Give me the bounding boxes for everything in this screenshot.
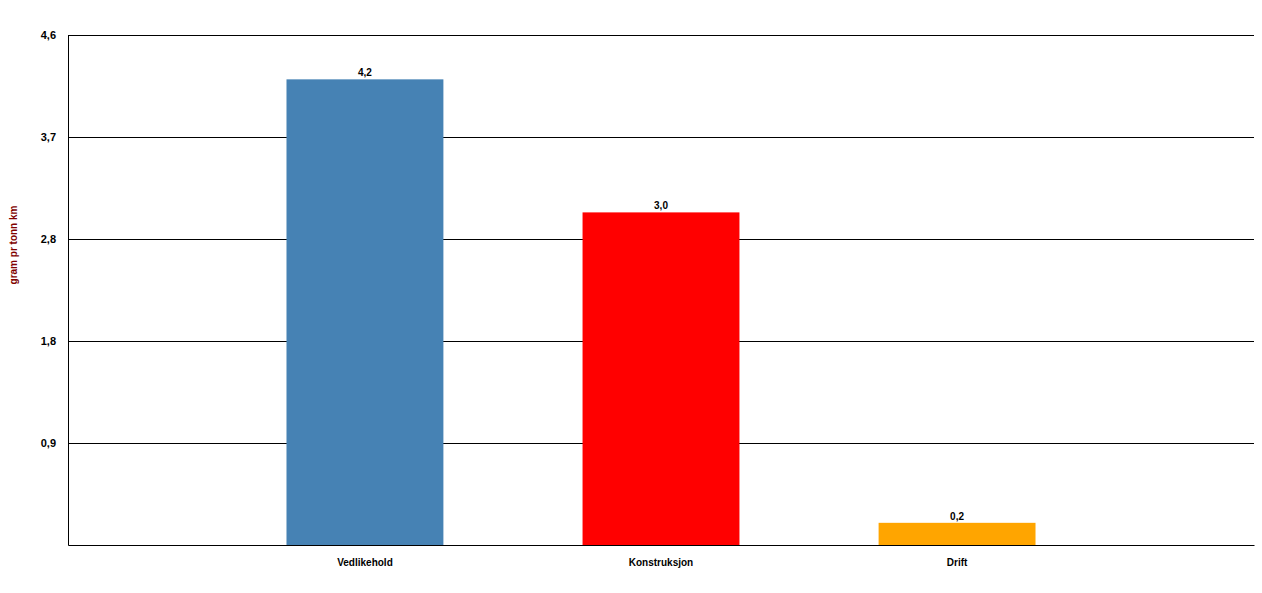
data-label: 3,0 bbox=[654, 200, 668, 211]
y-axis-line bbox=[68, 36, 69, 546]
y-axis: 0,9 1,8 2,8 3,7 4,6 bbox=[41, 29, 1254, 545]
y-tick-label: 4,6 bbox=[41, 29, 56, 41]
data-label: 4,2 bbox=[358, 67, 372, 78]
x-axis: Vedlikehold Konstruksjon Drift bbox=[69, 546, 1255, 569]
y-tick-label: 2,8 bbox=[41, 233, 56, 245]
y-tick: 4,6 bbox=[41, 29, 1254, 41]
x-tick: Drift bbox=[947, 557, 968, 568]
grid-line bbox=[68, 137, 1254, 138]
plot: 0,9 1,8 2,8 3,7 4,6 Vedlikehold Konstruksjon Dr… bbox=[41, 29, 1255, 568]
grid-line bbox=[68, 35, 1254, 36]
x-tick-label: Drift bbox=[947, 557, 968, 568]
x-tick-label: Konstruksjon bbox=[629, 557, 693, 568]
x-tick-label: Vedlikehold bbox=[337, 557, 393, 568]
y-tick-label: 1,8 bbox=[41, 335, 56, 347]
chart: 0,9 1,8 2,8 3,7 4,6 Vedlikehold Konstruksjon Dr… bbox=[0, 0, 1262, 593]
bars bbox=[286, 79, 1035, 545]
bar bbox=[583, 212, 740, 545]
data-label: 0,2 bbox=[950, 511, 964, 522]
y-tick-label: 3,7 bbox=[41, 131, 56, 143]
y-axis-title: gram pr tonn km bbox=[8, 205, 19, 284]
bar bbox=[286, 79, 443, 545]
data-labels: 4,2 3,0 0,2 bbox=[358, 67, 964, 521]
x-tick: Vedlikehold bbox=[337, 557, 393, 568]
bar bbox=[879, 523, 1036, 545]
x-axis-line bbox=[69, 545, 1255, 546]
x-tick: Konstruksjon bbox=[629, 557, 693, 568]
y-tick-label: 0,9 bbox=[41, 437, 56, 449]
y-tick: 3,7 bbox=[41, 131, 1254, 143]
